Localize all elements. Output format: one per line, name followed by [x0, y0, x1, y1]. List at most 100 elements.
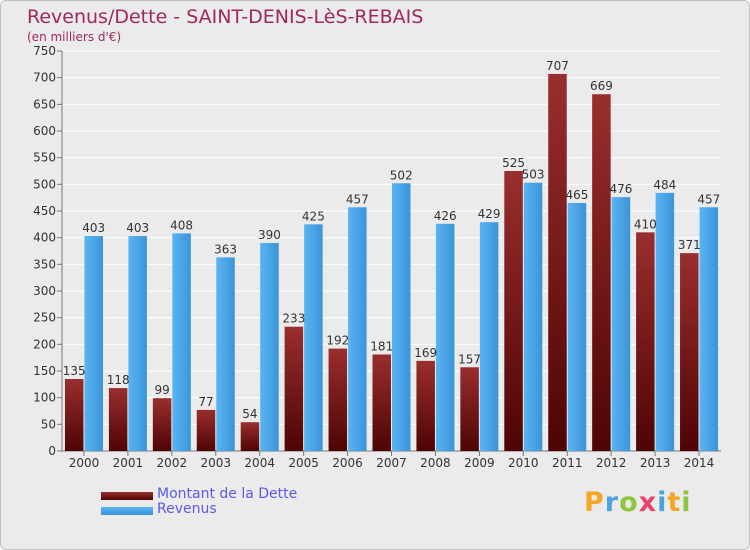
legend-label-debt: Montant de la Dette — [157, 486, 298, 502]
bar-revenus — [479, 222, 499, 451]
y-tick-label: 750 — [33, 44, 56, 58]
y-tick-label: 100 — [33, 391, 56, 405]
logo-letter: P — [584, 487, 605, 518]
x-tick-label: 2002 — [157, 456, 188, 470]
data-label-revenus: 476 — [609, 182, 632, 196]
bar-dette — [592, 94, 611, 451]
bar-revenus — [655, 192, 675, 451]
data-label-dette: 181 — [370, 339, 393, 353]
logo-letter: i — [657, 487, 668, 518]
y-tick-label: 300 — [33, 284, 56, 298]
x-tick-label: 2007 — [376, 456, 407, 470]
chart-title: Revenus/Dette - SAINT-DENIS-LèS-REBAIS — [27, 6, 424, 28]
data-label-dette: 233 — [282, 312, 305, 326]
bar-revenus — [348, 207, 367, 451]
logo-letter: t — [667, 487, 682, 518]
data-label-revenus: 457 — [346, 192, 369, 206]
bar-revenus — [304, 224, 323, 451]
data-label-revenus: 429 — [478, 207, 501, 221]
legend-swatch-revenus — [101, 507, 153, 515]
bar-dette — [504, 171, 523, 451]
x-tick-label: 2003 — [200, 456, 231, 470]
x-tick-label: 2009 — [464, 456, 495, 470]
bar-revenus — [523, 182, 543, 451]
data-label-revenus: 403 — [126, 221, 149, 235]
data-label-revenus: 425 — [302, 209, 325, 223]
y-tick-label: 150 — [33, 364, 56, 378]
data-label-revenus: 403 — [82, 221, 105, 235]
bar-dette — [460, 367, 479, 451]
y-tick-label: 600 — [33, 124, 56, 138]
data-label-dette: 77 — [198, 395, 213, 409]
bar-dette — [680, 253, 699, 451]
x-tick-label: 2012 — [596, 456, 627, 470]
data-label-dette: 410 — [634, 217, 657, 231]
data-label-dette: 135 — [63, 364, 86, 378]
bar-revenus — [260, 243, 279, 451]
bar-revenus — [216, 257, 235, 451]
bar-dette — [328, 348, 348, 451]
logo-letter: i — [681, 487, 692, 518]
chart-subtitle: (en milliers d'€) — [27, 30, 122, 44]
x-tick-label: 2004 — [244, 456, 275, 470]
y-tick-label: 200 — [33, 337, 56, 351]
data-label-revenus: 465 — [566, 188, 589, 202]
x-tick-label: 2001 — [113, 456, 144, 470]
y-tick-label: 500 — [33, 177, 56, 191]
data-label-dette: 99 — [154, 383, 169, 397]
data-label-revenus: 503 — [522, 168, 545, 182]
data-label-dette: 157 — [458, 352, 481, 366]
y-tick-label: 450 — [33, 204, 56, 218]
y-tick-label: 400 — [33, 231, 56, 245]
bar-revenus — [611, 197, 631, 451]
bar-revenus — [699, 207, 719, 451]
axes: 0 50 100 150 200 250 300 350 400 450 500 550 600 650 7… — [33, 44, 721, 470]
bar-dette — [108, 388, 128, 451]
x-tick-label: 2008 — [420, 456, 451, 470]
data-label-revenus: 363 — [214, 242, 237, 256]
data-label-dette: 169 — [414, 346, 437, 360]
data-label-dette: 118 — [107, 373, 130, 387]
bar-dette — [240, 422, 260, 451]
bar-revenus — [435, 223, 455, 451]
x-tick-label: 2000 — [69, 456, 100, 470]
bar-dette — [636, 232, 655, 451]
bar-dette — [416, 360, 435, 451]
x-tick-label: 2006 — [332, 456, 363, 470]
data-label-dette: 669 — [590, 79, 613, 93]
bar-dette — [372, 354, 391, 451]
logo-letter: r — [604, 487, 620, 518]
data-label-revenus: 502 — [390, 168, 413, 182]
y-tick-label: 700 — [33, 71, 56, 85]
bar-dette — [152, 398, 172, 451]
logo-letter: x — [638, 487, 658, 518]
y-tick-label: 0 — [48, 444, 56, 458]
data-label-revenus: 390 — [258, 228, 281, 242]
x-tick-label: 2005 — [288, 456, 319, 470]
data-label-revenus: 426 — [434, 209, 457, 223]
bar-dette — [64, 379, 84, 451]
grid-lines — [62, 50, 721, 452]
bar-dette — [196, 409, 216, 451]
legend-swatch-debt — [101, 492, 153, 500]
bar-revenus — [84, 236, 103, 451]
data-label-dette: 54 — [242, 407, 257, 421]
y-tick-label: 50 — [41, 417, 56, 431]
y-tick-label: 350 — [33, 257, 56, 271]
x-tick-label: 2010 — [508, 456, 539, 470]
data-label-revenus: 484 — [653, 178, 676, 192]
data-label-dette: 525 — [502, 156, 525, 170]
bar-dette — [548, 73, 567, 451]
bar-revenus — [567, 203, 587, 451]
bar-revenus — [172, 233, 191, 451]
bar-dette — [284, 326, 304, 451]
data-label-dette: 707 — [546, 59, 569, 73]
logo-letter: o — [619, 487, 639, 518]
y-tick-label: 650 — [33, 97, 56, 111]
bar-revenus — [392, 183, 411, 451]
bar-revenus — [128, 236, 147, 451]
legend-label-revenus: Revenus — [157, 501, 217, 517]
data-label-revenus: 457 — [697, 192, 720, 206]
